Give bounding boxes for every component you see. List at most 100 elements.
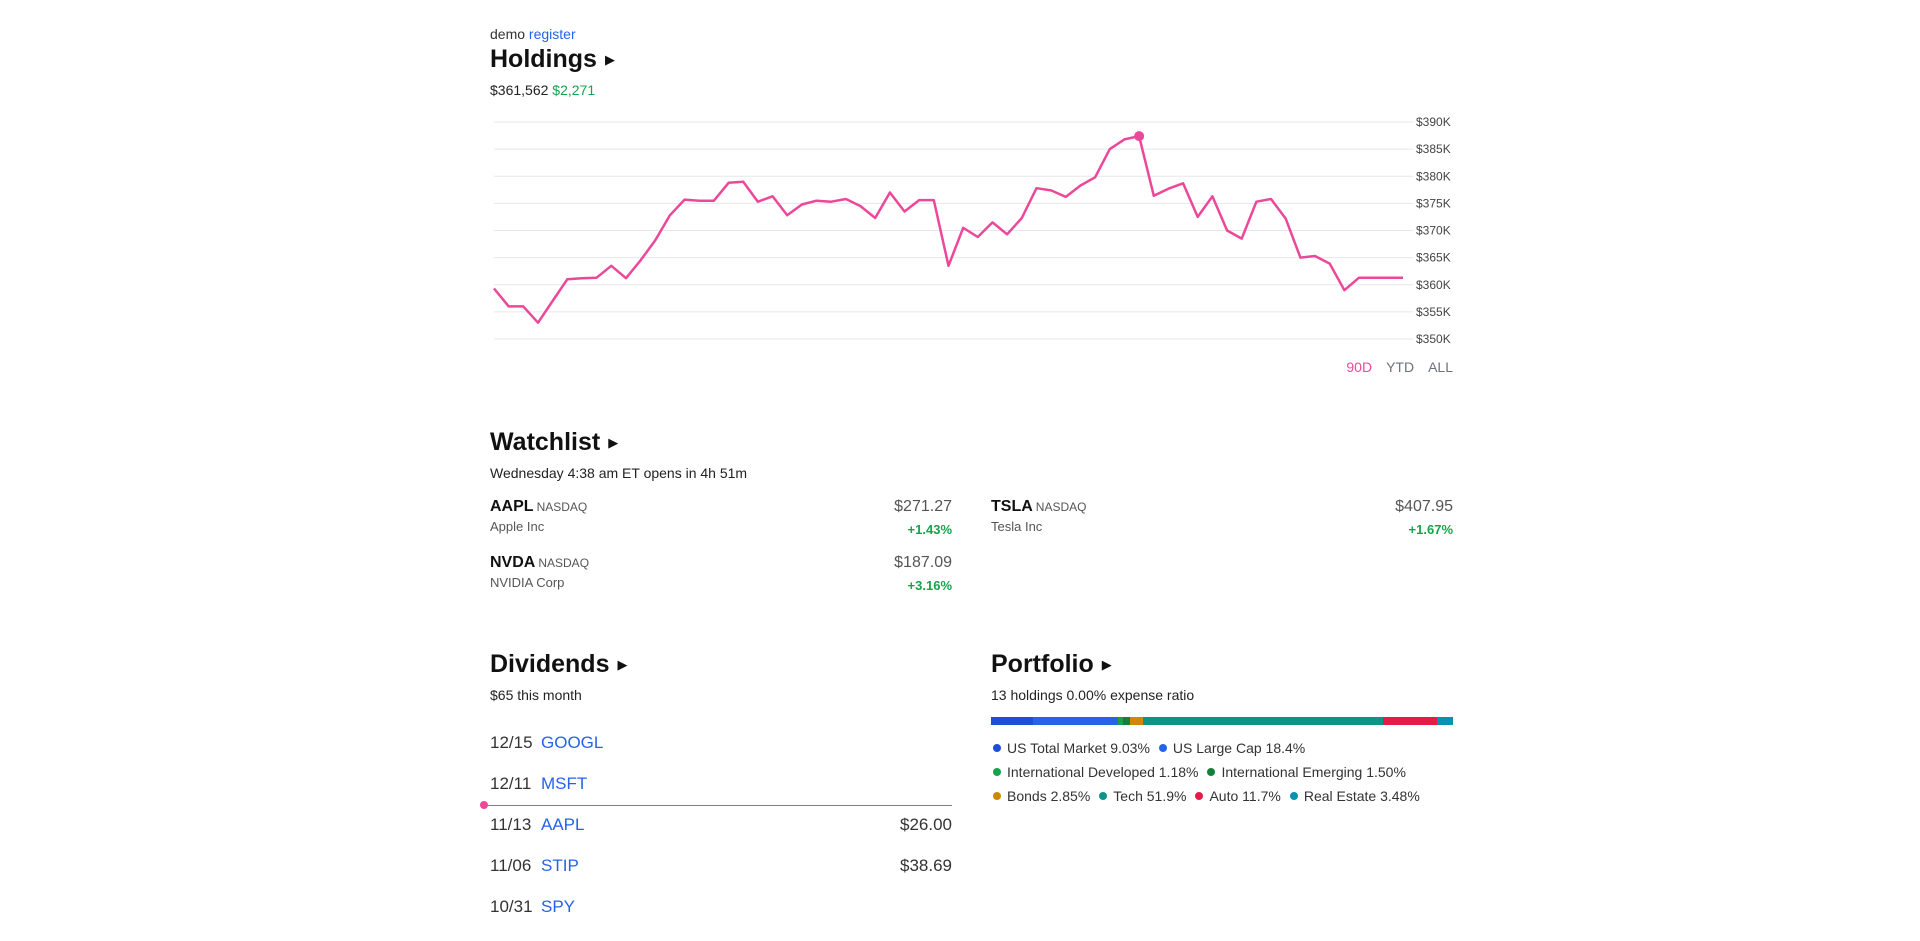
dividend-date: 12/11 <box>490 773 532 793</box>
allocation-segment <box>1123 717 1131 725</box>
dividend-date: 12/15 <box>490 732 533 752</box>
holdings-value: $361,562 <box>490 82 549 98</box>
dividends-heading[interactable]: Dividends ▶ <box>490 650 627 679</box>
legend-dot-icon <box>1195 792 1204 800</box>
dividend-symbol-link[interactable]: STIP <box>541 855 579 875</box>
company-name: NVIDIA Corp <box>490 575 565 590</box>
legend-dot-icon <box>1289 792 1298 800</box>
y-tick-label: $390K <box>1416 115 1451 129</box>
legend-item: International Emerging 1.50% <box>1207 760 1406 784</box>
watchlist-heading[interactable]: Watchlist ▶ <box>490 428 618 457</box>
stock-price: $407.95 <box>1395 498 1453 515</box>
ticker-symbol: AAPL <box>490 498 534 515</box>
dividend-row: 12/11 MSFT <box>490 763 952 804</box>
legend-item: US Large Cap 18.4% <box>1158 736 1306 760</box>
legend-item: US Total Market 9.03% <box>993 736 1150 760</box>
legend-label: Auto 11.7% <box>1209 788 1281 804</box>
dividend-symbol-link[interactable]: GOOGL <box>541 732 604 752</box>
price-change: +1.43% <box>907 522 952 537</box>
legend-dot-icon <box>1207 768 1216 776</box>
market-status: Wednesday 4:38 am ET opens in 4h 51m <box>490 465 748 481</box>
y-tick-label: $385K <box>1416 142 1451 156</box>
legend-dot-icon <box>993 744 1001 752</box>
legend-item: Real Estate 3.48% <box>1289 784 1420 808</box>
register-link[interactable]: register <box>528 26 576 42</box>
y-tick-label: $380K <box>1416 169 1451 183</box>
watchlist-item[interactable]: NVDA NASDAQ NVIDIA Corp $187.09 +3.16% <box>490 554 952 602</box>
legend-label: Tech 51.9% <box>1113 788 1187 804</box>
company-name: Apple Inc <box>490 519 545 534</box>
watchlist-item[interactable]: AAPL NASDAQ Apple Inc $271.27 +1.43% <box>490 498 952 546</box>
exchange-label: NASDAQ <box>538 556 590 570</box>
holdings-line <box>493 134 1403 324</box>
dividend-symbol-link[interactable]: SPY <box>541 896 576 916</box>
legend-item: Bonds 2.85% <box>993 784 1090 808</box>
legend-label: Real Estate 3.48% <box>1303 788 1420 804</box>
legend-label: International Emerging 1.50% <box>1221 764 1406 780</box>
dividend-amount: $38.69 <box>900 855 952 875</box>
legend-item: Tech 51.9% <box>1099 784 1186 808</box>
price-change: +1.67% <box>1408 522 1453 537</box>
holdings-chart[interactable]: $390K $385K $380K $375K $370K $365K $360K $355K… <box>490 105 1453 350</box>
user-line: demo register <box>490 26 576 42</box>
allocation-bar <box>991 717 1453 725</box>
company-name: Tesla Inc <box>991 519 1043 534</box>
dividend-row: 10/31 SPY <box>490 886 952 927</box>
allocation-segment <box>1130 717 1144 725</box>
hover-point[interactable] <box>1134 131 1145 142</box>
range-option-90d[interactable]: 90D <box>1346 359 1373 375</box>
holdings-heading[interactable]: Holdings ▶ <box>490 45 615 74</box>
exchange-label: NASDAQ <box>1035 500 1087 514</box>
dividend-row: 11/13 AAPL $26.00 <box>490 804 952 845</box>
legend-label: International Developed 1.18% <box>1007 764 1199 780</box>
range-option-all[interactable]: ALL <box>1428 359 1453 375</box>
username: demo <box>490 26 526 42</box>
dividend-symbol-link[interactable]: MSFT <box>541 773 588 793</box>
y-tick-label: $365K <box>1416 251 1451 265</box>
y-tick-label: $375K <box>1416 196 1451 210</box>
allocation-segment <box>991 717 1033 725</box>
legend-item: International Developed 1.18% <box>993 760 1198 784</box>
allocation-segment <box>1032 717 1118 725</box>
dividend-date: 11/06 <box>490 855 532 875</box>
allocation-legend: US Total Market 9.03% US Large Cap 18.4% I… <box>993 736 1453 808</box>
dividends-title: Dividends <box>490 650 610 678</box>
y-tick-label: $355K <box>1416 305 1451 319</box>
y-tick-label: $350K <box>1416 332 1451 346</box>
allocation-segment <box>1143 717 1383 725</box>
dividends-list: 12/15 GOOGL 12/11 MSFT 11/13 AAPL $26.00… <box>480 722 952 927</box>
y-tick-label: $370K <box>1416 224 1451 238</box>
dividend-row: 11/06 STIP $38.69 <box>490 845 952 886</box>
legend-item: Auto 11.7% <box>1195 784 1281 808</box>
legend-label: US Large Cap 18.4% <box>1172 740 1306 756</box>
portfolio-heading[interactable]: Portfolio ▶ <box>991 650 1112 679</box>
legend-dot-icon <box>1158 744 1167 752</box>
holdings-summary: $361,562 $2,271 <box>490 82 595 98</box>
holdings-title: Holdings <box>490 45 597 73</box>
portfolio-title: Portfolio <box>991 650 1094 678</box>
stock-price: $187.09 <box>894 554 952 571</box>
exchange-label: NASDAQ <box>536 500 588 514</box>
dividend-date: 10/31 <box>490 896 533 916</box>
dividend-date: 11/13 <box>490 814 532 834</box>
legend-dot-icon <box>993 792 1001 800</box>
ticker-symbol: NVDA <box>490 554 536 571</box>
legend-dot-icon <box>993 768 1001 776</box>
stock-price: $271.27 <box>894 498 952 515</box>
legend-label: Bonds 2.85% <box>1007 788 1091 804</box>
ticker-symbol: TSLA <box>991 498 1033 515</box>
range-selector: 90D YTD ALL <box>1346 359 1453 375</box>
holdings-change: $2,271 <box>552 82 596 98</box>
dividend-row: 12/15 GOOGL <box>490 722 952 763</box>
portfolio-summary: 13 holdings 0.00% expense ratio <box>991 687 1195 703</box>
watchlist-item[interactable]: TSLA NASDAQ Tesla Inc $407.95 +1.67% <box>991 498 1453 546</box>
expand-arrow-icon: ▶ <box>604 51 615 67</box>
range-option-ytd[interactable]: YTD <box>1386 359 1415 375</box>
today-marker-line <box>484 805 952 806</box>
dividend-amount: $26.00 <box>900 814 952 834</box>
expand-arrow-icon: ▶ <box>617 656 628 672</box>
dividend-symbol-link[interactable]: AAPL <box>541 814 585 834</box>
legend-dot-icon <box>1099 792 1108 800</box>
allocation-segment <box>1117 717 1124 725</box>
